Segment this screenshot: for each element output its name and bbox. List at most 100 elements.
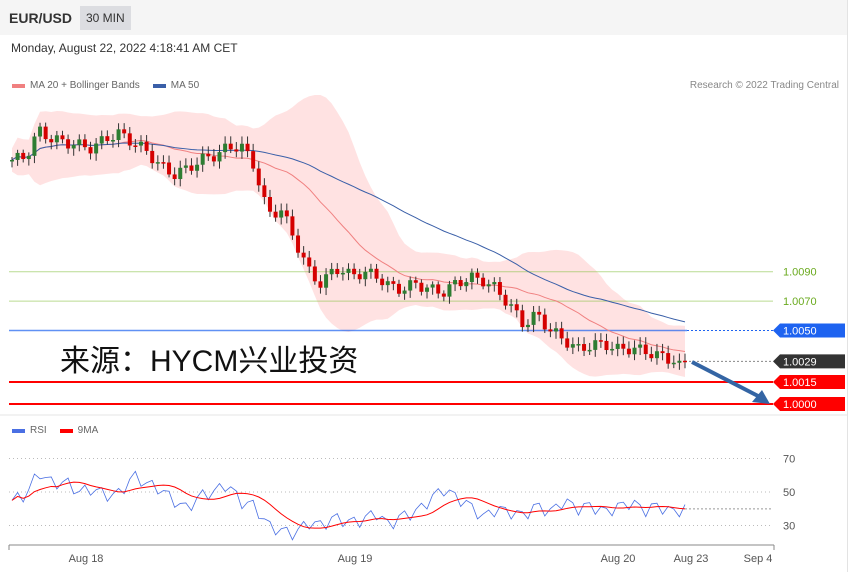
candle-body [26, 155, 31, 160]
ma20-line [11, 139, 686, 352]
candle-body [228, 143, 233, 150]
candle-body [296, 235, 301, 253]
candle-body [385, 281, 390, 286]
candle-body [77, 139, 82, 145]
candle-body [621, 343, 626, 349]
x-tick-label: Aug 23 [674, 553, 709, 565]
right-border [847, 0, 848, 572]
candle-body [150, 150, 155, 164]
candle-body [413, 280, 418, 283]
candle-body [554, 328, 559, 332]
candle-body [441, 293, 446, 297]
level-label: 1.0015 [783, 377, 817, 389]
x-tick-label: Sep 4 [744, 553, 773, 565]
candle-body [587, 349, 592, 352]
candle-body [531, 311, 536, 325]
candle-body [576, 344, 581, 346]
candle-body [565, 338, 570, 348]
candle-body [486, 284, 491, 287]
candle-body [161, 162, 166, 164]
candle-body [335, 268, 340, 275]
candle-body [352, 268, 357, 275]
candle-body [329, 268, 334, 275]
candle-body [537, 311, 542, 315]
timeframe-button[interactable]: 30 MIN [80, 6, 131, 30]
candle-body [660, 351, 665, 354]
candle-body [458, 280, 463, 287]
level-label: 1.0000 [783, 399, 817, 411]
ma50-swatch [152, 83, 166, 88]
rsi-swatch [12, 428, 25, 433]
candle-body [447, 284, 452, 297]
candle-body [155, 162, 160, 164]
candle-body [610, 348, 615, 351]
candle-body [649, 354, 654, 359]
legend-ma50: MA 50 [170, 80, 200, 91]
candle-body [632, 347, 637, 355]
candle-body [88, 147, 93, 154]
candle-body [509, 304, 514, 306]
candle-body [380, 278, 385, 286]
forecast-arrow [691, 360, 761, 399]
candle-body [200, 153, 205, 165]
candle-body [626, 348, 631, 355]
candle-body [520, 310, 525, 328]
candle-body [425, 287, 430, 292]
rsi-9ma-line [11, 481, 686, 529]
candle-body [324, 274, 329, 288]
candle-body [234, 149, 239, 152]
candle-body [677, 360, 682, 363]
level-label: 1.0029 [783, 356, 817, 368]
candle-body [49, 139, 54, 143]
candle-body [94, 143, 99, 154]
candle-body [21, 152, 26, 160]
candle-body [54, 135, 59, 143]
level-label: 1.0070 [783, 296, 817, 308]
rsi-line [11, 470, 686, 541]
candle-body [223, 143, 228, 153]
ma50-line [11, 142, 686, 323]
candle-body [116, 129, 121, 141]
candle-body [66, 139, 71, 149]
candle-body [312, 266, 317, 282]
candle-body [503, 294, 508, 306]
candle-body [615, 343, 620, 349]
ma20-swatch [12, 83, 25, 88]
candle-body [110, 140, 115, 142]
level-label: 1.0090 [783, 267, 817, 279]
candle-body [598, 340, 603, 342]
candle-body [245, 143, 250, 152]
candle-body [267, 196, 272, 212]
candle-body [82, 139, 87, 148]
symbol-label: EUR/USD [9, 10, 73, 26]
rsi-tick: 30 [783, 521, 795, 533]
candle-body [396, 283, 401, 294]
candle-body [60, 135, 65, 140]
rsi9ma-swatch [59, 428, 73, 433]
candle-body [183, 165, 188, 168]
candle-body [262, 185, 267, 197]
candle-body [172, 174, 177, 180]
candle-body [138, 141, 143, 146]
candle-body [514, 304, 519, 311]
candle-body [307, 257, 312, 267]
legend-ma20: MA 20 + Bollinger Bands [30, 80, 140, 91]
level-tag [773, 397, 845, 411]
candle-body [206, 153, 211, 157]
candle-body [346, 268, 351, 273]
candle-body [38, 126, 43, 137]
candle-body [99, 136, 104, 144]
candle-body [368, 268, 373, 272]
candle-body [195, 164, 200, 171]
candle-body [251, 151, 256, 169]
candle-body [256, 168, 261, 186]
datetime-label: Monday, August 22, 2022 4:18:41 AM CET [11, 41, 238, 55]
candle-body [548, 329, 553, 332]
candle-body [189, 165, 194, 171]
candle-body [273, 211, 278, 218]
candle-body [284, 210, 289, 217]
candle-body [340, 272, 345, 275]
candle-body [671, 362, 676, 365]
candle-body [357, 274, 362, 280]
